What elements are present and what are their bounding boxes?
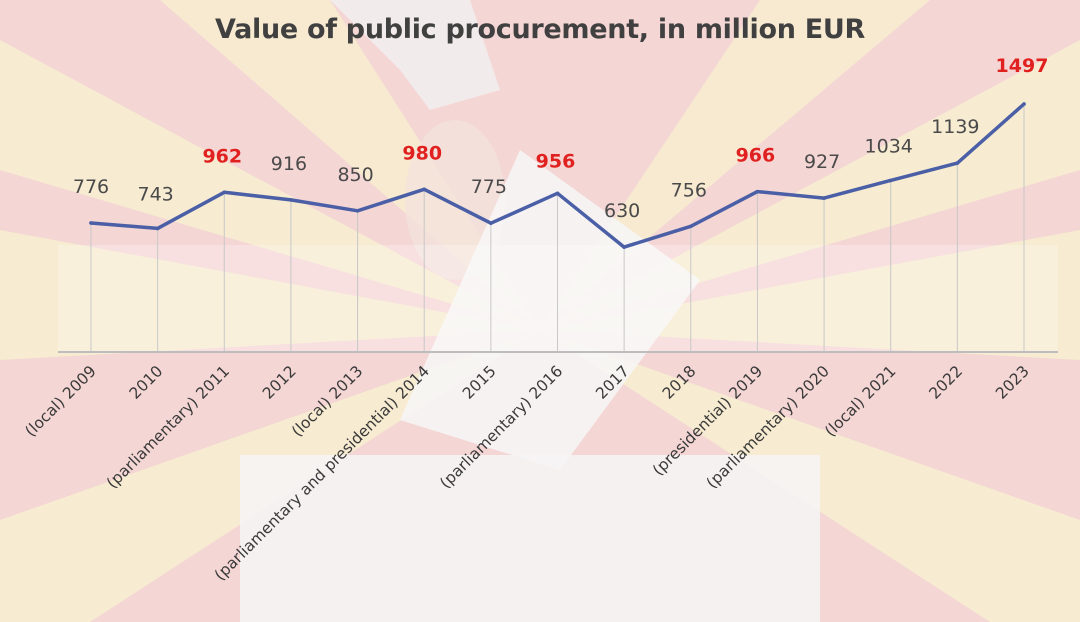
data-label: 1497 xyxy=(996,55,1049,77)
data-label: 756 xyxy=(671,179,707,201)
x-tick-label: 2022 xyxy=(926,362,967,403)
x-tick-label: (parliamentary) 2020 xyxy=(703,362,833,492)
data-label: 980 xyxy=(402,142,442,164)
data-point xyxy=(622,245,626,249)
data-label: 775 xyxy=(471,176,507,198)
x-tick-label: 2010 xyxy=(126,362,167,403)
data-label: 962 xyxy=(202,145,242,167)
data-point xyxy=(355,208,360,213)
data-point xyxy=(289,198,293,202)
data-point xyxy=(155,226,160,231)
data-label: 850 xyxy=(337,164,373,186)
x-tick-label: (local) 2009 xyxy=(22,362,100,440)
data-label: 1139 xyxy=(931,116,979,138)
data-point xyxy=(955,161,960,165)
data-label: 1034 xyxy=(865,135,913,157)
data-point xyxy=(489,221,493,225)
chart-title: Value of public procurement, in million … xyxy=(214,14,866,45)
x-tick-label: 2012 xyxy=(259,362,300,403)
data-label: 776 xyxy=(73,176,109,198)
x-tick-label: 2015 xyxy=(459,362,500,403)
data-point xyxy=(822,196,826,200)
data-label: 916 xyxy=(271,153,307,175)
x-tick-label: (parliamentary) 2011 xyxy=(103,362,233,492)
x-tick-label: (local) 2021 xyxy=(821,362,899,440)
data-point xyxy=(89,221,93,225)
x-tick-label: 2023 xyxy=(992,362,1033,403)
data-point xyxy=(1022,102,1026,106)
x-tick-label: (presidential) 2019 xyxy=(649,362,766,479)
data-label: 966 xyxy=(736,145,776,167)
data-point xyxy=(888,178,893,183)
data-label: 630 xyxy=(604,200,640,222)
data-label: 743 xyxy=(138,183,174,205)
data-point xyxy=(688,224,693,229)
x-tick-label: 2017 xyxy=(592,362,633,403)
data-point xyxy=(422,187,427,192)
data-point xyxy=(755,189,760,194)
x-tick-label: 2018 xyxy=(659,362,700,403)
data-label: 927 xyxy=(804,151,840,173)
data-label: 956 xyxy=(536,150,576,172)
x-tick-label: (parliamentary) 2016 xyxy=(436,362,566,492)
data-point xyxy=(222,190,227,195)
data-point xyxy=(555,191,560,196)
